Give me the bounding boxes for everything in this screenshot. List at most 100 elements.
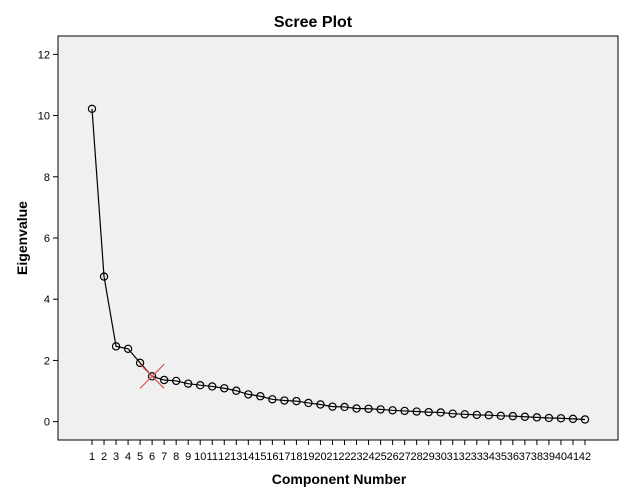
y-tick-label: 6 [44, 233, 50, 245]
data-point [508, 411, 518, 421]
data-point [99, 272, 109, 281]
x-tick-label: 13 [230, 451, 242, 463]
data-point [424, 407, 433, 417]
x-tick-label: 10 [194, 451, 206, 463]
data-point [496, 411, 506, 421]
x-tick-label: 3 [113, 451, 119, 463]
data-point [135, 358, 145, 368]
data-point [220, 384, 229, 393]
x-tick-label: 20 [314, 451, 326, 463]
data-point [268, 395, 277, 404]
x-tick-label: 21 [326, 451, 338, 463]
x-tick-label: 15 [254, 451, 266, 463]
data-point [400, 406, 409, 416]
x-tick-label: 1 [89, 451, 95, 463]
x-tick-label: 38 [531, 451, 543, 463]
data-point [532, 413, 542, 422]
x-tick-label: 34 [483, 451, 495, 463]
x-tick-label: 7 [161, 451, 167, 463]
data-point [364, 404, 373, 413]
x-tick-label: 18 [290, 451, 302, 463]
x-tick-label: 22 [338, 451, 350, 463]
x-axis: 1 2 3 4 5 6 7 8 9 10 11 12 13 14 15 16 17 18 19 20 21 22 23 24 2… [89, 440, 591, 463]
x-tick-label: 5 [137, 451, 143, 463]
y-tick-label: 8 [44, 172, 50, 184]
x-tick-label: 14 [242, 451, 254, 463]
data-point [460, 410, 469, 419]
data-point [208, 382, 217, 391]
x-tick-label: 42 [579, 451, 591, 463]
y-axis: 0 2 4 6 8 10 12 [38, 49, 58, 429]
data-point [544, 413, 554, 423]
x-tick-label: 19 [302, 451, 314, 463]
data-point [484, 411, 494, 420]
data-point [87, 104, 97, 114]
data-point [256, 392, 265, 401]
x-tick-label: 24 [362, 451, 374, 463]
data-point [171, 376, 181, 386]
x-tick-label: 9 [185, 451, 191, 463]
data-point [352, 404, 361, 413]
data-point [340, 402, 349, 412]
data-point [304, 398, 313, 408]
data-point [232, 386, 241, 395]
x-tick-label: 40 [555, 451, 567, 463]
series-line [91, 108, 586, 421]
x-tick-label: 30 [435, 451, 447, 463]
x-tick-label: 33 [471, 451, 483, 463]
x-tick-label: 17 [278, 451, 290, 463]
x-tick-label: 8 [173, 451, 179, 463]
data-point [556, 414, 566, 423]
y-tick-label: 2 [44, 355, 50, 367]
data-point [280, 396, 289, 405]
x-tick-label: 2 [101, 451, 107, 463]
x-tick-label: 27 [399, 451, 411, 463]
data-point [123, 344, 133, 353]
x-tick-label: 29 [423, 451, 435, 463]
y-tick-label: 10 [38, 111, 50, 123]
x-tick-label: 6 [149, 451, 155, 463]
x-tick-label: 39 [543, 451, 555, 463]
highlight-x-mark [139, 363, 165, 389]
data-point [316, 400, 325, 409]
x-tick-label: 28 [411, 451, 423, 463]
data-point [244, 390, 253, 399]
x-tick-label: 12 [218, 451, 230, 463]
data-point [159, 375, 169, 385]
data-point [436, 408, 445, 417]
x-tick-label: 37 [519, 451, 531, 463]
data-point [183, 379, 193, 388]
data-point [472, 410, 481, 420]
data-point [448, 409, 457, 418]
x-tick-label: 26 [386, 451, 398, 463]
x-tick-label: 4 [125, 451, 131, 463]
plot-area [57, 35, 619, 441]
data-point [580, 415, 590, 424]
y-tick-label: 12 [38, 49, 50, 61]
x-tick-label: 32 [459, 451, 471, 463]
x-axis-label: Component Number [272, 471, 407, 487]
data-point [111, 342, 121, 351]
data-point [520, 412, 530, 421]
data-point [376, 405, 385, 414]
x-tick-label: 25 [374, 451, 386, 463]
x-tick-label: 11 [207, 451, 218, 463]
data-point [196, 381, 205, 390]
chart-title: Scree Plot [274, 14, 353, 31]
data-point [388, 406, 397, 415]
x-tick-label: 31 [447, 451, 459, 463]
y-axis-label: Eigenvalue [14, 201, 30, 275]
series-eigenvalues [87, 104, 590, 424]
x-tick-label: 36 [507, 451, 519, 463]
x-tick-label: 16 [266, 451, 278, 463]
elbow-highlight [139, 363, 165, 389]
y-tick-label: 4 [44, 294, 50, 306]
data-point [147, 372, 157, 381]
data-point [328, 402, 337, 411]
data-point [568, 414, 578, 424]
x-tick-label: 35 [495, 451, 507, 463]
y-tick-label: 0 [44, 417, 50, 429]
x-tick-label: 41 [567, 451, 579, 463]
